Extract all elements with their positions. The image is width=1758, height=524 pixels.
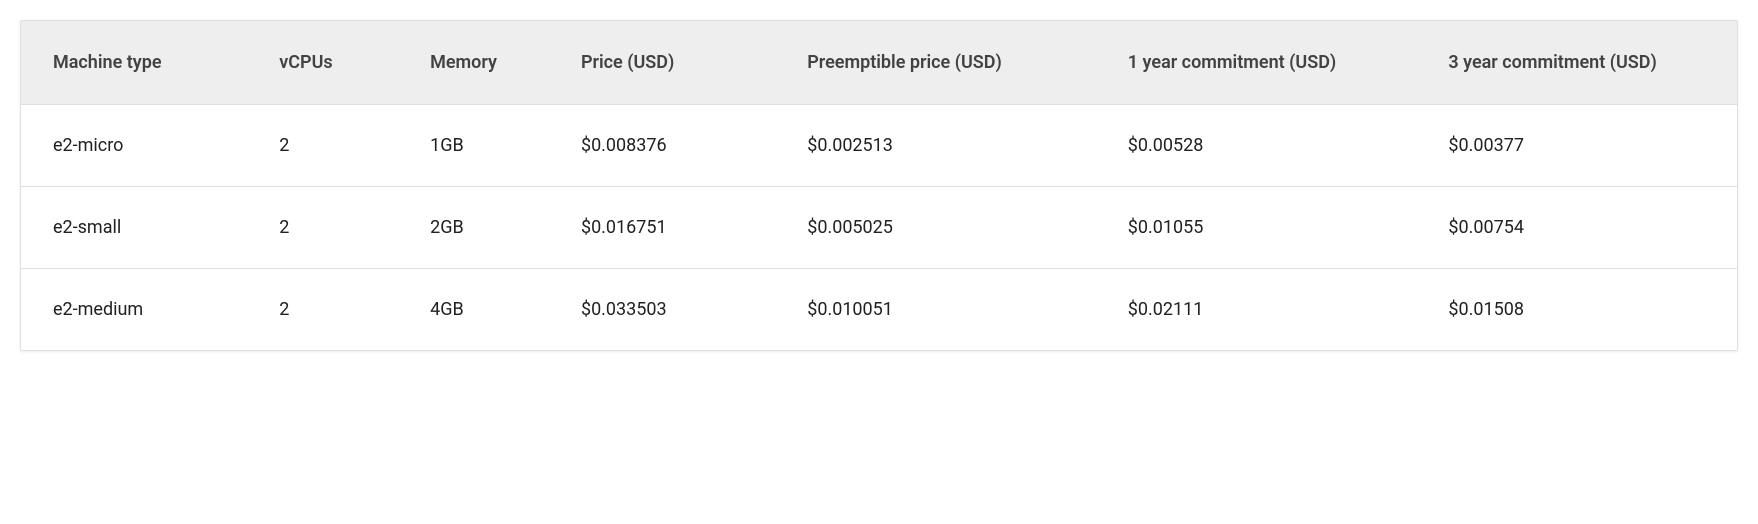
cell-1yr: $0.02111 [1096, 269, 1417, 351]
col-header-machine-type: Machine type [21, 21, 247, 105]
header-row: Machine type vCPUs Memory Price (USD) Pr… [21, 21, 1737, 105]
col-header-vcpus: vCPUs [247, 21, 398, 105]
cell-memory: 1GB [398, 105, 549, 187]
cell-3yr: $0.00754 [1416, 187, 1737, 269]
cell-machine-type: e2-micro [21, 105, 247, 187]
cell-price: $0.008376 [549, 105, 775, 187]
cell-3yr: $0.00377 [1416, 105, 1737, 187]
table-row: e2-medium 2 4GB $0.033503 $0.010051 $0.0… [21, 269, 1737, 351]
cell-preemptible: $0.002513 [775, 105, 1096, 187]
cell-memory: 4GB [398, 269, 549, 351]
cell-price: $0.033503 [549, 269, 775, 351]
cell-1yr: $0.01055 [1096, 187, 1417, 269]
cell-preemptible: $0.005025 [775, 187, 1096, 269]
pricing-table-head: Machine type vCPUs Memory Price (USD) Pr… [21, 21, 1737, 105]
col-header-3yr: 3 year commitment (USD) [1416, 21, 1737, 105]
col-header-memory: Memory [398, 21, 549, 105]
pricing-table: Machine type vCPUs Memory Price (USD) Pr… [21, 21, 1737, 350]
cell-machine-type: e2-medium [21, 269, 247, 351]
cell-preemptible: $0.010051 [775, 269, 1096, 351]
cell-vcpus: 2 [247, 269, 398, 351]
cell-vcpus: 2 [247, 187, 398, 269]
cell-1yr: $0.00528 [1096, 105, 1417, 187]
cell-memory: 2GB [398, 187, 549, 269]
col-header-price: Price (USD) [549, 21, 775, 105]
cell-price: $0.016751 [549, 187, 775, 269]
pricing-table-body: e2-micro 2 1GB $0.008376 $0.002513 $0.00… [21, 105, 1737, 351]
col-header-preemptible: Preemptible price (USD) [775, 21, 1096, 105]
cell-3yr: $0.01508 [1416, 269, 1737, 351]
pricing-table-container: Machine type vCPUs Memory Price (USD) Pr… [20, 20, 1738, 351]
cell-vcpus: 2 [247, 105, 398, 187]
table-row: e2-small 2 2GB $0.016751 $0.005025 $0.01… [21, 187, 1737, 269]
col-header-1yr: 1 year commitment (USD) [1096, 21, 1417, 105]
table-row: e2-micro 2 1GB $0.008376 $0.002513 $0.00… [21, 105, 1737, 187]
cell-machine-type: e2-small [21, 187, 247, 269]
